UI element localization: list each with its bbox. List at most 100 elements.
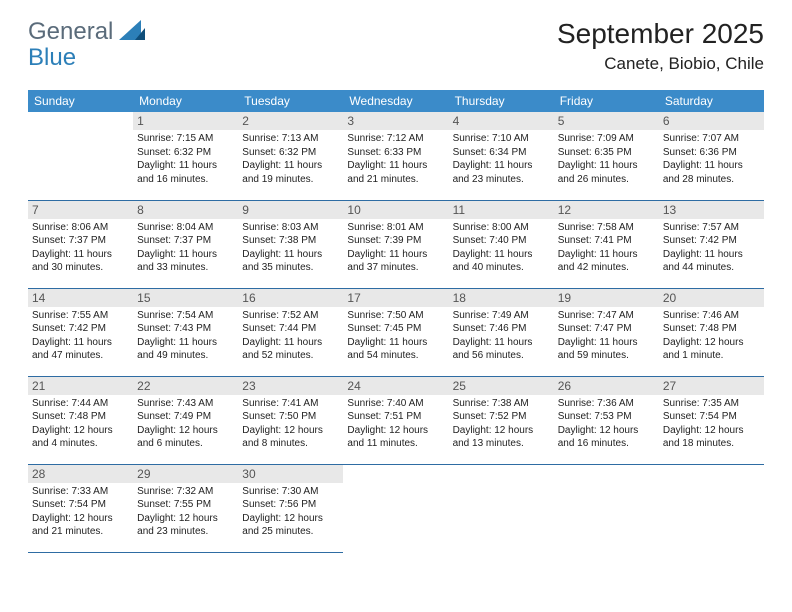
day-details: Sunrise: 7:36 AMSunset: 7:53 PMDaylight:…	[554, 395, 659, 453]
sunrise-line: Sunrise: 7:13 AM	[242, 132, 339, 146]
daylight-line: Daylight: 11 hours and 28 minutes.	[663, 159, 760, 186]
day-number: 21	[28, 377, 133, 395]
calendar-cell	[659, 464, 764, 552]
weekday-header: Sunday	[28, 90, 133, 112]
day-details: Sunrise: 7:12 AMSunset: 6:33 PMDaylight:…	[343, 130, 448, 188]
weekday-header: Saturday	[659, 90, 764, 112]
calendar-cell: 14 Sunrise: 7:55 AMSunset: 7:42 PMDayligh…	[28, 288, 133, 376]
sunset-line: Sunset: 7:55 PM	[137, 498, 234, 512]
daylight-line: Daylight: 12 hours and 18 minutes.	[663, 424, 760, 451]
calendar-cell: 26Sunrise: 7:36 AMSunset: 7:53 PMDayligh…	[554, 376, 659, 464]
sunrise-line: Sunrise: 8:00 AM	[453, 221, 550, 235]
calendar-cell: 19Sunrise: 7:47 AMSunset: 7:47 PMDayligh…	[554, 288, 659, 376]
daylight-line: Daylight: 11 hours and 16 minutes.	[137, 159, 234, 186]
weekday-header: Friday	[554, 90, 659, 112]
daylight-line: Daylight: 11 hours and 44 minutes.	[663, 248, 760, 275]
sunset-line: Sunset: 7:42 PM	[32, 322, 129, 336]
day-number: 30	[238, 465, 343, 483]
sunrise-line: Sunrise: 7:10 AM	[453, 132, 550, 146]
daylight-line: Daylight: 12 hours and 8 minutes.	[242, 424, 339, 451]
daylight-line: Daylight: 11 hours and 52 minutes.	[242, 336, 339, 363]
calendar-cell: 24Sunrise: 7:40 AMSunset: 7:51 PMDayligh…	[343, 376, 448, 464]
calendar-cell: 23Sunrise: 7:41 AMSunset: 7:50 PMDayligh…	[238, 376, 343, 464]
daylight-line: Daylight: 11 hours and 23 minutes.	[453, 159, 550, 186]
day-number: 8	[133, 201, 238, 219]
sunrise-line: Sunrise: 7:09 AM	[558, 132, 655, 146]
day-number: 24	[343, 377, 448, 395]
sunset-line: Sunset: 7:40 PM	[453, 234, 550, 248]
day-details: Sunrise: 7:32 AMSunset: 7:55 PMDaylight:…	[133, 483, 238, 541]
calendar-row: 7Sunrise: 8:06 AMSunset: 7:37 PMDaylight…	[28, 200, 764, 288]
daylight-line: Daylight: 12 hours and 16 minutes.	[558, 424, 655, 451]
day-number: 27	[659, 377, 764, 395]
daylight-line: Daylight: 11 hours and 56 minutes.	[453, 336, 550, 363]
brand-triangle-icon	[119, 20, 145, 45]
day-details: Sunrise: 7:38 AMSunset: 7:52 PMDaylight:…	[449, 395, 554, 453]
sunrise-line: Sunrise: 7:35 AM	[663, 397, 760, 411]
sunset-line: Sunset: 7:38 PM	[242, 234, 339, 248]
day-details: Sunrise: 7:46 AMSunset: 7:48 PMDaylight:…	[659, 307, 764, 365]
calendar-row: 14Sunrise: 7:55 AMSunset: 7:42 PMDayligh…	[28, 288, 764, 376]
day-details: Sunrise: 7:57 AMSunset: 7:42 PMDaylight:…	[659, 219, 764, 277]
day-details: Sunrise: 8:03 AMSunset: 7:38 PMDaylight:…	[238, 219, 343, 277]
day-details: Sunrise: 7:54 AMSunset: 7:43 PMDaylight:…	[133, 307, 238, 365]
calendar-cell: 21Sunrise: 7:44 AMSunset: 7:48 PMDayligh…	[28, 376, 133, 464]
sunset-line: Sunset: 7:49 PM	[137, 410, 234, 424]
calendar-cell: 15Sunrise: 7:54 AMSunset: 7:43 PMDayligh…	[133, 288, 238, 376]
sunset-line: Sunset: 7:44 PM	[242, 322, 339, 336]
sunset-line: Sunset: 6:33 PM	[347, 146, 444, 160]
calendar-cell: 17Sunrise: 7:50 AMSunset: 7:45 PMDayligh…	[343, 288, 448, 376]
calendar-row: 1Sunrise: 7:15 AMSunset: 6:32 PMDaylight…	[28, 112, 764, 200]
day-details: Sunrise: 7:33 AMSunset: 7:54 PMDaylight:…	[28, 483, 133, 541]
sunset-line: Sunset: 7:37 PM	[137, 234, 234, 248]
day-details: Sunrise: 7:07 AMSunset: 6:36 PMDaylight:…	[659, 130, 764, 188]
daylight-line: Daylight: 11 hours and 54 minutes.	[347, 336, 444, 363]
calendar-cell: 20Sunrise: 7:46 AMSunset: 7:48 PMDayligh…	[659, 288, 764, 376]
sunset-line: Sunset: 7:46 PM	[453, 322, 550, 336]
sunset-line: Sunset: 6:34 PM	[453, 146, 550, 160]
day-number: 1	[133, 112, 238, 130]
calendar-cell: 1Sunrise: 7:15 AMSunset: 6:32 PMDaylight…	[133, 112, 238, 200]
day-number: 25	[449, 377, 554, 395]
day-details: Sunrise: 7:41 AMSunset: 7:50 PMDaylight:…	[238, 395, 343, 453]
day-number: 29	[133, 465, 238, 483]
sunrise-line: Sunrise: 7:58 AM	[558, 221, 655, 235]
day-number: 19	[554, 289, 659, 307]
sunrise-line: Sunrise: 7:36 AM	[558, 397, 655, 411]
day-number: 16	[238, 289, 343, 307]
sunrise-line: Sunrise: 7:55 AM	[32, 309, 129, 323]
day-number: 14	[28, 289, 133, 307]
weekday-header-row: Sunday Monday Tuesday Wednesday Thursday…	[28, 90, 764, 112]
sunrise-line: Sunrise: 7:15 AM	[137, 132, 234, 146]
daylight-line: Daylight: 11 hours and 47 minutes.	[32, 336, 129, 363]
sunset-line: Sunset: 7:48 PM	[32, 410, 129, 424]
weekday-header: Tuesday	[238, 90, 343, 112]
calendar-cell: 25Sunrise: 7:38 AMSunset: 7:52 PMDayligh…	[449, 376, 554, 464]
day-number: 4	[449, 112, 554, 130]
sunset-line: Sunset: 7:42 PM	[663, 234, 760, 248]
calendar-cell	[554, 464, 659, 552]
sunrise-line: Sunrise: 7:44 AM	[32, 397, 129, 411]
day-number: 15	[133, 289, 238, 307]
calendar-table: Sunday Monday Tuesday Wednesday Thursday…	[28, 90, 764, 553]
day-number: 5	[554, 112, 659, 130]
sunrise-line: Sunrise: 8:04 AM	[137, 221, 234, 235]
sunset-line: Sunset: 7:50 PM	[242, 410, 339, 424]
day-number: 17	[343, 289, 448, 307]
day-number: 2	[238, 112, 343, 130]
sunrise-line: Sunrise: 7:54 AM	[137, 309, 234, 323]
sunrise-line: Sunrise: 7:52 AM	[242, 309, 339, 323]
day-details: Sunrise: 7:47 AMSunset: 7:47 PMDaylight:…	[554, 307, 659, 365]
day-details: Sunrise: 7:44 AMSunset: 7:48 PMDaylight:…	[28, 395, 133, 453]
daylight-line: Daylight: 11 hours and 40 minutes.	[453, 248, 550, 275]
day-details: Sunrise: 7:15 AMSunset: 6:32 PMDaylight:…	[133, 130, 238, 188]
sunrise-line: Sunrise: 7:32 AM	[137, 485, 234, 499]
day-number: 10	[343, 201, 448, 219]
daylight-line: Daylight: 12 hours and 25 minutes.	[242, 512, 339, 539]
day-number: 13	[659, 201, 764, 219]
calendar-cell: 6Sunrise: 7:07 AMSunset: 6:36 PMDaylight…	[659, 112, 764, 200]
sunrise-line: Sunrise: 8:01 AM	[347, 221, 444, 235]
day-number: 28	[28, 465, 133, 483]
daylight-line: Daylight: 11 hours and 49 minutes.	[137, 336, 234, 363]
title-block: September 2025 Canete, Biobio, Chile	[557, 18, 764, 74]
